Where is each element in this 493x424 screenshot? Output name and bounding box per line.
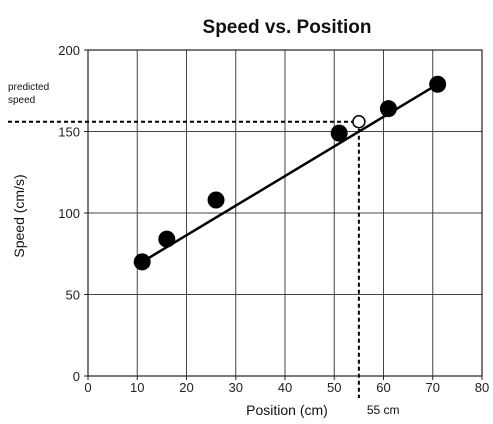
x-tick-label: 60 [376, 380, 390, 395]
y-tick-label: 100 [58, 206, 80, 221]
x-marker-label: 55 cm [367, 403, 400, 417]
grid [88, 50, 482, 376]
prediction-guides [8, 120, 360, 398]
y-tick-label: 50 [66, 288, 80, 303]
y-tick-label: 0 [73, 369, 80, 384]
predicted-speed-label-line2: speed [8, 95, 35, 106]
y-axis-label: Speed (cm/s) [11, 174, 27, 257]
x-tick-label: 30 [229, 380, 243, 395]
predicted-speed-label-line1: predicted [8, 82, 49, 93]
x-tick-label: 10 [130, 380, 144, 395]
x-tick-label: 80 [475, 380, 489, 395]
x-tick-label: 50 [327, 380, 341, 395]
x-tick-label: 0 [84, 380, 91, 395]
data-point [133, 253, 151, 271]
data-point [207, 191, 225, 209]
data-point [429, 75, 447, 93]
x-tick-label: 70 [426, 380, 440, 395]
x-tick-label: 20 [179, 380, 193, 395]
y-tick-label: 200 [58, 43, 80, 58]
predicted-point [352, 114, 366, 129]
x-axis-label: Position (cm) [246, 402, 328, 418]
chart-title: Speed vs. Position [203, 17, 372, 38]
data-point [379, 100, 397, 118]
data-point [158, 230, 176, 248]
data-points [133, 75, 447, 271]
data-point [330, 124, 348, 142]
x-tick-label: 40 [278, 380, 292, 395]
ticks: 0 10 20 30 40 50 60 70 80 0 50 100 150 200 [58, 43, 489, 395]
y-tick-label: 150 [58, 125, 80, 140]
